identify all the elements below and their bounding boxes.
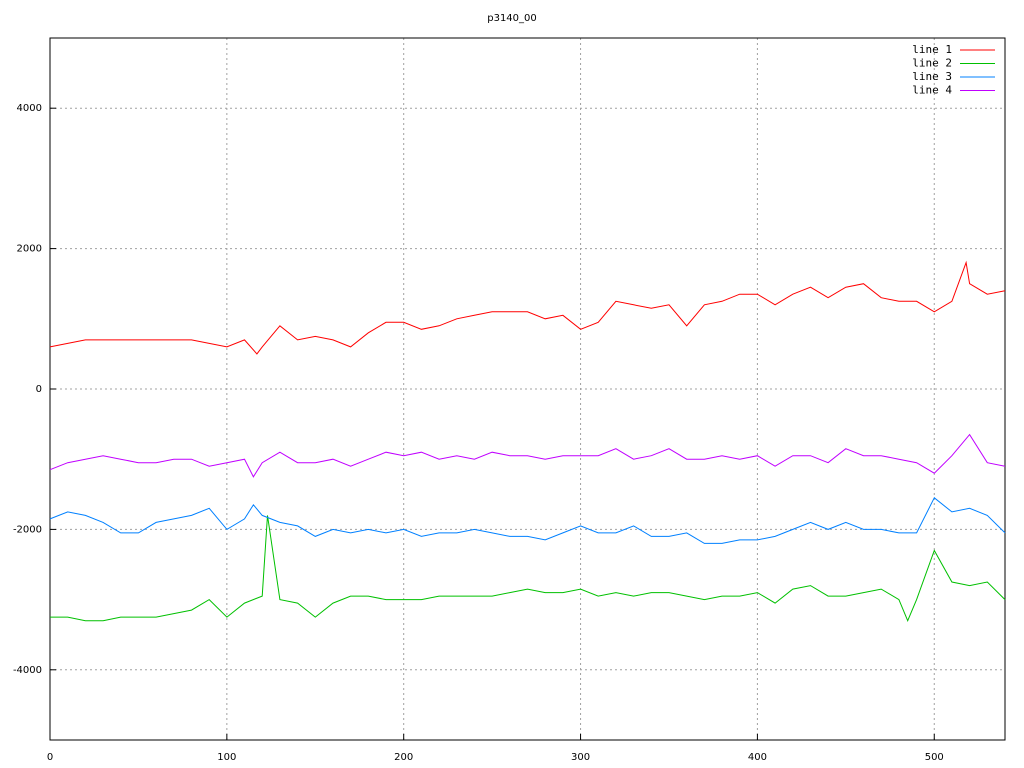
- y-tick-label: 0: [36, 384, 42, 395]
- legend-label: line 3: [912, 70, 952, 83]
- legend-label: line 4: [912, 84, 952, 97]
- chart-title: p3140_00: [487, 13, 537, 24]
- legend-label: line 1: [912, 43, 952, 56]
- x-tick-label: 100: [217, 752, 236, 763]
- series-line: [49, 497, 1006, 544]
- series-line: [49, 260, 1006, 355]
- series-line: [49, 433, 1006, 478]
- y-tick-label: 4000: [17, 103, 42, 114]
- plot-frame: [49, 37, 1006, 741]
- y-tick-label: -2000: [13, 524, 42, 535]
- x-tick-label: 200: [394, 752, 413, 763]
- x-tick-label: 300: [571, 752, 590, 763]
- x-tick-label: 0: [47, 752, 53, 763]
- legend-label: line 2: [912, 57, 952, 70]
- y-tick-label: -4000: [13, 665, 42, 676]
- series-line: [50, 515, 1006, 622]
- y-tick-label: 2000: [17, 244, 42, 255]
- x-tick-label: 400: [748, 752, 767, 763]
- x-tick-label: 500: [925, 752, 944, 763]
